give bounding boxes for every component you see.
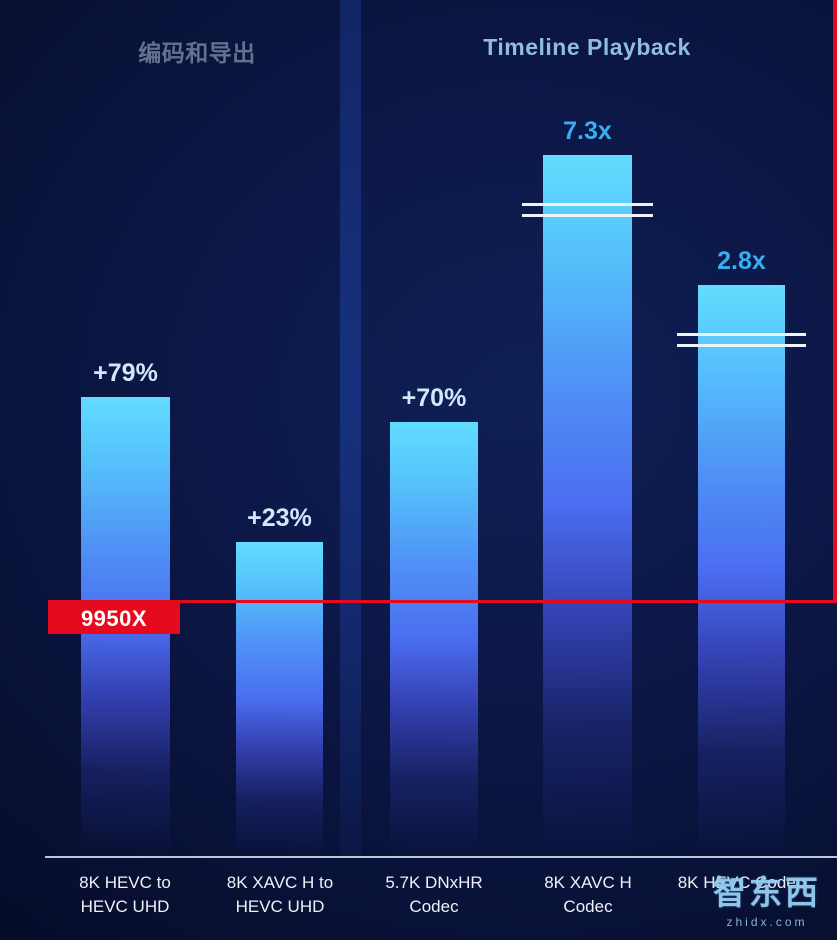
baseline-badge: 9950X	[48, 603, 180, 634]
bar-fill	[543, 155, 632, 856]
section-divider-band	[340, 0, 361, 857]
watermark-text: 智东西	[713, 874, 821, 911]
category-line: Codec	[409, 897, 459, 916]
axis-break-marks	[522, 203, 653, 217]
category-label-5-7k-dnxhr-codec: 5.7K DNxHR Codec	[339, 871, 529, 919]
watermark-zhidx-logo: 智东西 zhidx.com	[713, 866, 821, 929]
bar-8k-xavc-h-codec: 7.3x	[522, 117, 653, 856]
watermark-url: zhidx.com	[726, 915, 808, 929]
baseline-right-edge	[833, 0, 837, 603]
bar-value-label: 2.8x	[717, 247, 766, 275]
category-line: 8K XAVC H	[544, 873, 632, 892]
section-title-encoding-export: 编码和导出	[138, 40, 256, 66]
category-line: HEVC UHD	[235, 897, 325, 916]
category-line: 8K XAVC H to	[226, 873, 334, 892]
bar-fill	[390, 422, 478, 856]
category-label-8k-xavc-h-to-hevc-uhd: 8K XAVC H to HEVC UHD	[185, 871, 375, 919]
bar-fill	[236, 542, 323, 856]
category-line: 8K HEVC to	[79, 873, 171, 892]
bar-value-label: +23%	[247, 504, 312, 532]
category-label-8k-hevc-to-hevc-uhd: 8K HEVC to HEVC UHD	[30, 871, 220, 919]
bar-8k-xavc-h-to-hevc-uhd: +23%	[236, 504, 323, 856]
bar-value-label: +70%	[401, 384, 467, 412]
bar-5-7k-dnxhr-codec: +70%	[390, 384, 478, 856]
bar-value-label: 7.3x	[563, 117, 612, 145]
category-label-8k-xavc-h-codec: 8K XAVC H Codec	[493, 871, 683, 919]
category-line: 5.7K DNxHR	[385, 873, 483, 892]
section-title-timeline-playback: Timeline Playback	[483, 34, 691, 60]
baseline-line	[48, 600, 837, 603]
category-label-8k-hevc-codec: 8K HEVC Codec	[646, 871, 836, 895]
bar-8k-hevc-codec: 2.8x	[677, 247, 806, 856]
bar-fill	[698, 285, 785, 856]
axis-break-marks	[677, 333, 806, 347]
category-line: HEVC UHD	[80, 897, 170, 916]
category-line: Codec	[563, 897, 613, 916]
bar-value-label: +79%	[93, 359, 158, 387]
x-axis-line	[45, 856, 837, 858]
category-line: 8K HEVC Codec	[677, 873, 805, 892]
